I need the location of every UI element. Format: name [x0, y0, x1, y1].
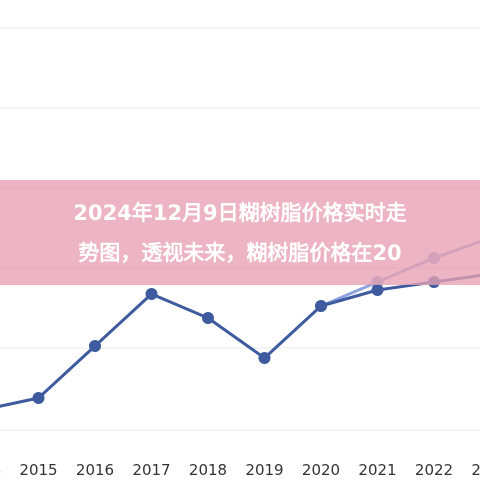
data-point — [202, 312, 214, 324]
banner-line: 势图，透视未来，糊树脂价格在20 — [78, 241, 401, 265]
data-point — [315, 300, 327, 312]
data-point — [89, 340, 101, 352]
x-tick-label: 2021 — [358, 461, 396, 479]
x-tick-label: 2023 — [471, 461, 480, 479]
data-point — [258, 352, 271, 364]
x-tick-label: 2022 — [415, 461, 453, 479]
x-tick-label: 2015 — [19, 461, 57, 479]
x-tick-label: 2016 — [76, 461, 114, 479]
data-point — [32, 392, 45, 404]
banner-line: 2024年12月9日糊树脂价格实时走 — [73, 201, 406, 225]
data-point — [145, 288, 158, 300]
banner-background — [0, 180, 480, 285]
banner: 2024年12月9日糊树脂价格实时走 势图，透视未来，糊树脂价格在20 — [0, 180, 480, 285]
series-line — [0, 273, 480, 408]
x-tick-label: 2014 — [0, 461, 1, 479]
x-tick-label: 2020 — [302, 461, 340, 479]
data-point — [371, 284, 384, 296]
x-tick-label: 2017 — [132, 461, 170, 479]
x-tick-label: 2018 — [189, 461, 227, 479]
x-tick-label: 2019 — [245, 461, 283, 479]
